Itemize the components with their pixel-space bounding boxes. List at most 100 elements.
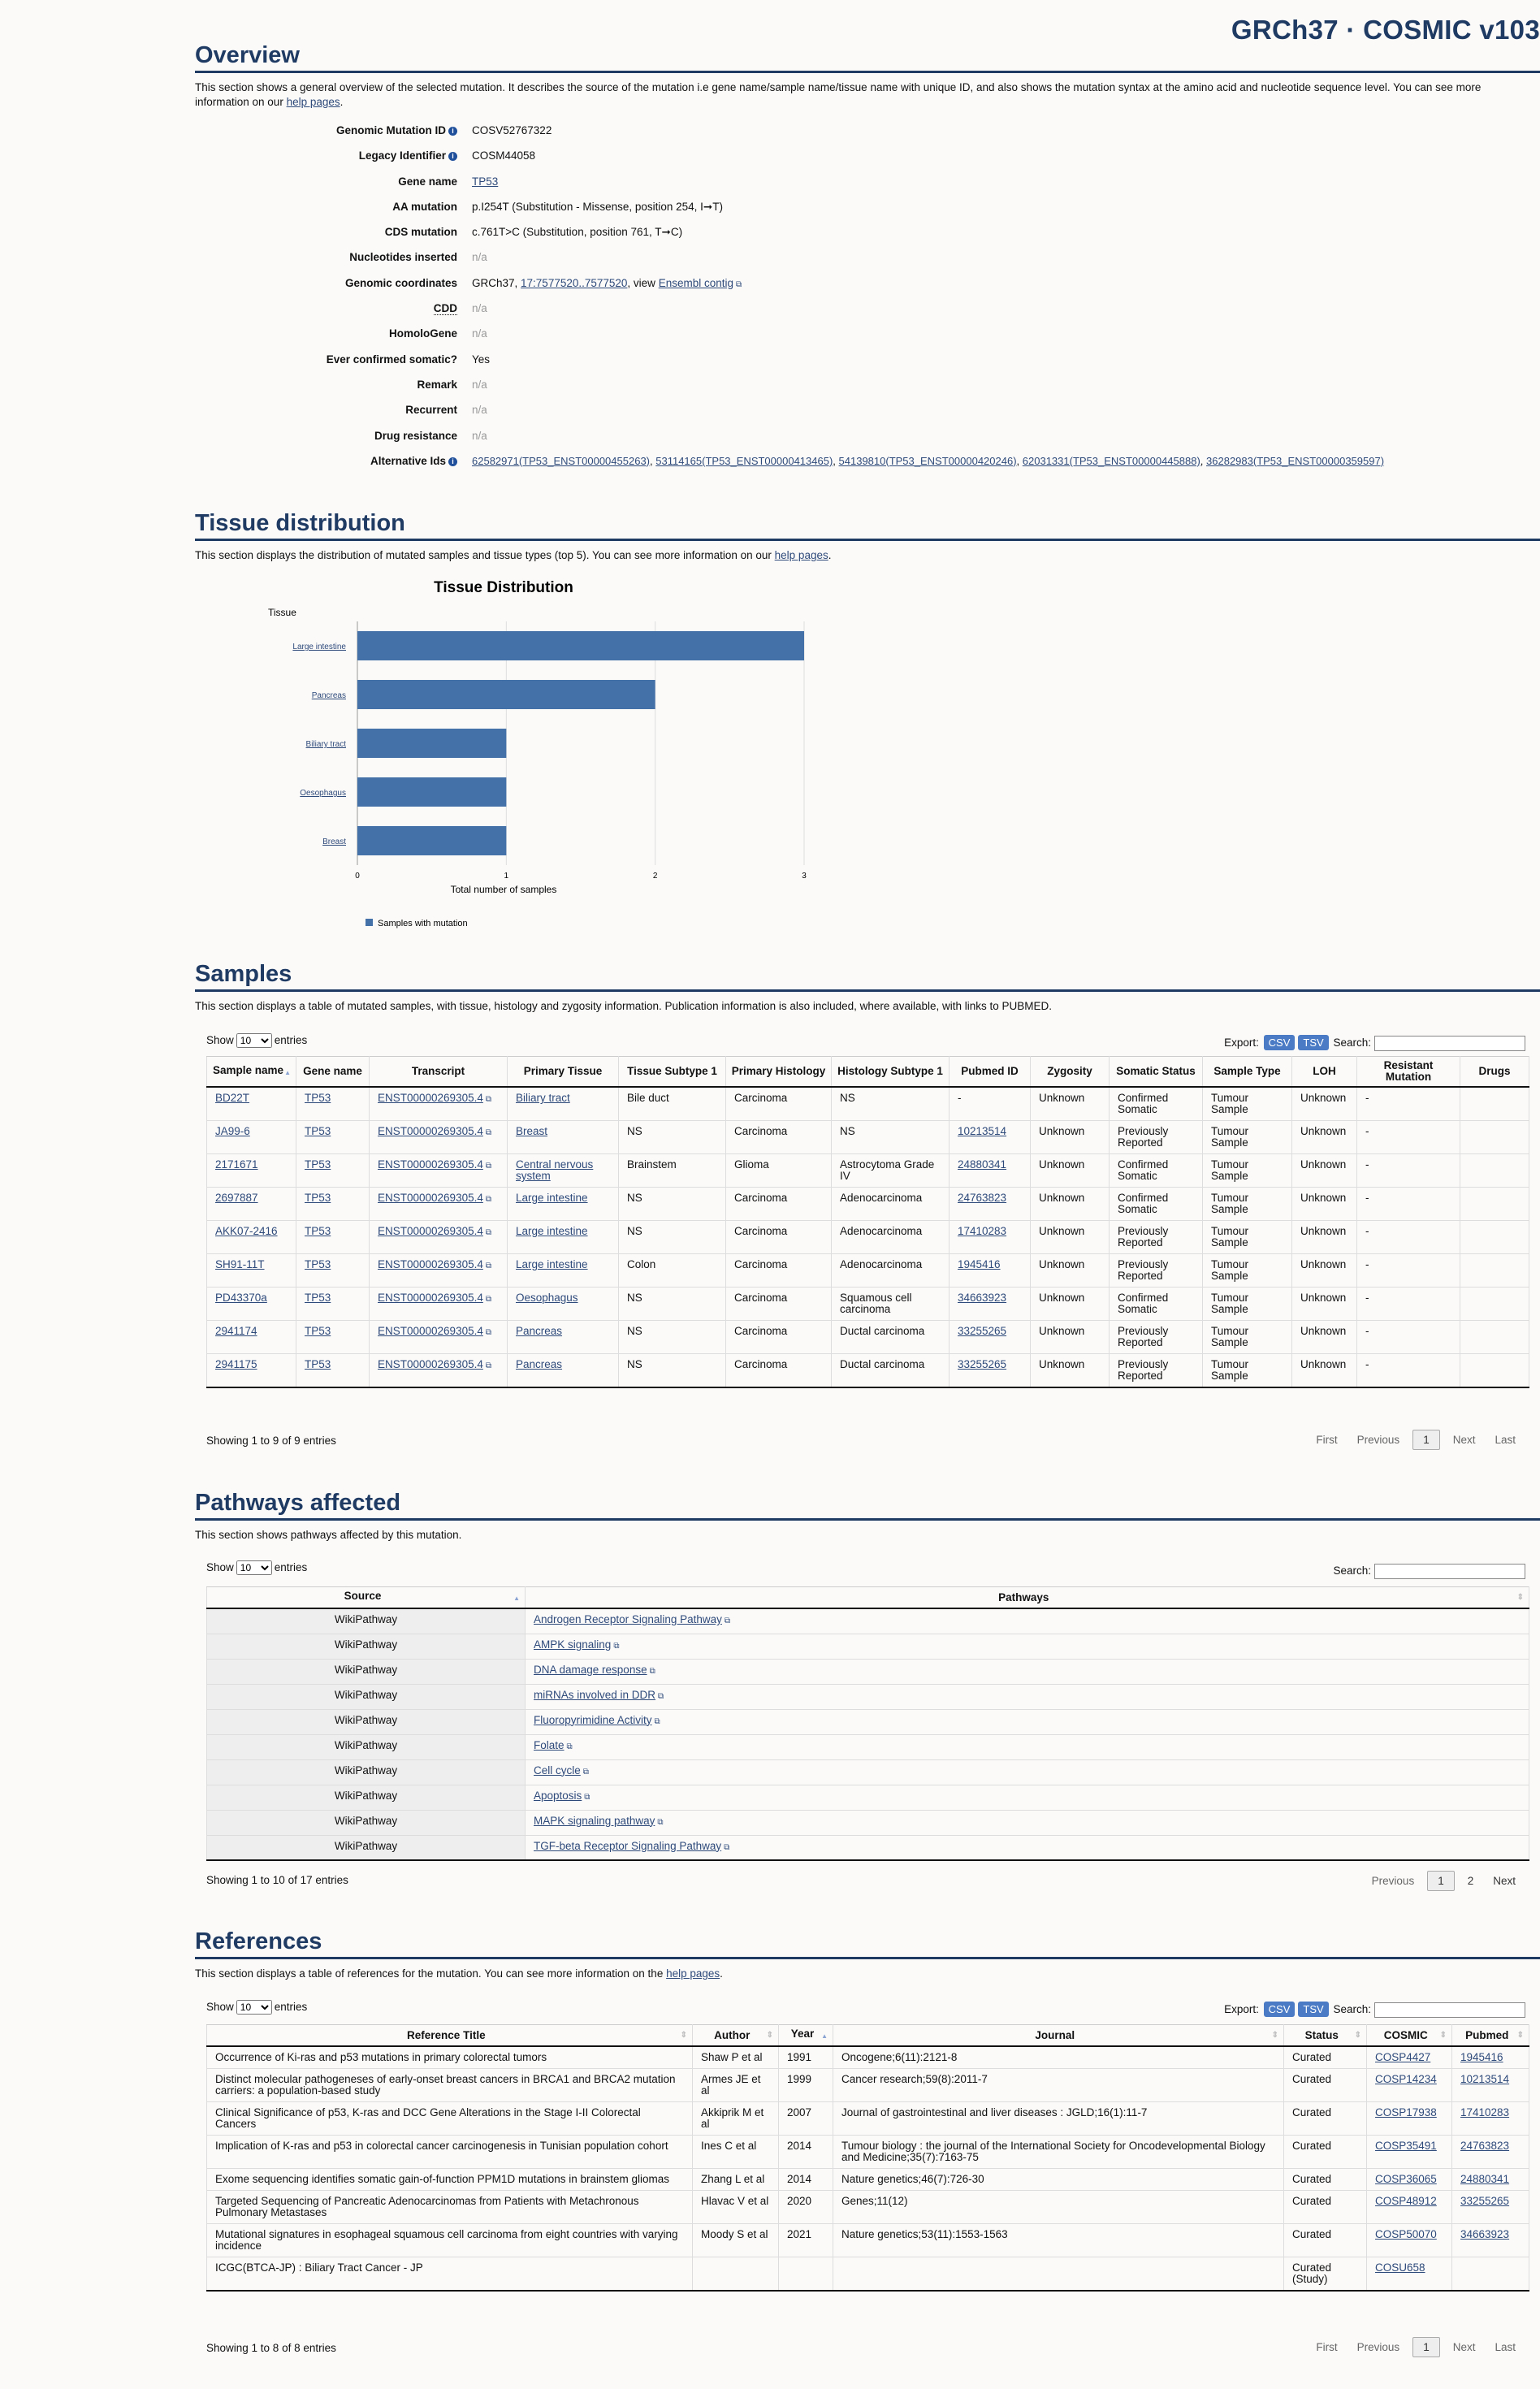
alt-id-link[interactable]: 54139810(TP53_ENST00000420246) (838, 454, 1017, 467)
cell-link[interactable]: 1945416 (1460, 2051, 1503, 2063)
references-page-size-select[interactable]: 10 (236, 2000, 272, 2015)
cell-link[interactable]: ENST00000269305.4 (378, 1092, 483, 1104)
column-header[interactable]: Sample Type (1202, 1056, 1292, 1088)
previous-page-button[interactable]: Previous (1371, 1875, 1415, 1887)
page-2-button[interactable]: 2 (1467, 1875, 1474, 1887)
column-header[interactable]: Status (1283, 2024, 1367, 2047)
cell-link[interactable]: COSU658 (1375, 2261, 1425, 2274)
info-icon[interactable]: i (448, 152, 457, 162)
column-header[interactable]: Zygosity (1030, 1056, 1110, 1088)
cell-link[interactable]: COSP14234 (1375, 2073, 1437, 2085)
column-header[interactable]: Resistant Mutation (1356, 1056, 1460, 1088)
category-label[interactable]: Large intestine (292, 643, 346, 651)
column-header[interactable]: COSMIC (1366, 2024, 1452, 2047)
last-page-button[interactable]: Last (1495, 2341, 1516, 2353)
column-header[interactable]: Journal (833, 2024, 1284, 2047)
cell-link[interactable]: 33255265 (1460, 2195, 1510, 2207)
category-label[interactable]: Pancreas (312, 691, 346, 700)
info-icon[interactable]: i (448, 457, 457, 466)
cell-link[interactable]: Oesophagus (516, 1292, 578, 1304)
pathway-link[interactable]: Apoptosis (534, 1789, 582, 1802)
alt-id-link[interactable]: 62582971(TP53_ENST00000455263) (472, 454, 651, 467)
gene-name-link[interactable]: TP53 (472, 175, 499, 188)
column-header[interactable]: Primary Histology (725, 1056, 832, 1088)
pathway-link[interactable]: miRNAs involved in DDR (534, 1688, 656, 1701)
legend-label[interactable]: Samples with mutation (378, 919, 468, 928)
cell-link[interactable]: ENST00000269305.4 (378, 1192, 483, 1204)
pathway-link[interactable]: Fluoropyrimidine Activity (534, 1713, 652, 1726)
last-page-button[interactable]: Last (1495, 1434, 1516, 1446)
alt-id-link[interactable]: 62031331(TP53_ENST00000445888) (1022, 454, 1200, 467)
column-header[interactable]: Year (778, 2024, 833, 2047)
pathway-link[interactable]: AMPK signaling (534, 1638, 612, 1651)
column-header[interactable]: Pubmed (1451, 2024, 1529, 2047)
cell-link[interactable]: 24763823 (1460, 2140, 1510, 2152)
tissue-help-link[interactable]: help pages (774, 549, 828, 561)
column-header[interactable]: Drugs (1460, 1056, 1529, 1088)
column-header[interactable]: Source (206, 1586, 526, 1609)
cell-link[interactable]: COSP35491 (1375, 2140, 1437, 2152)
page-1-button[interactable]: 1 (1427, 1871, 1455, 1891)
samples-page-size-select[interactable]: 10 (236, 1033, 272, 1048)
cell-link[interactable]: TP53 (305, 1292, 331, 1304)
cell-link[interactable]: ENST00000269305.4 (378, 1225, 483, 1237)
bar[interactable] (357, 729, 507, 758)
column-header[interactable]: LOH (1291, 1056, 1357, 1088)
column-header[interactable]: Pathways (525, 1586, 1529, 1609)
cell-link[interactable]: 33255265 (958, 1358, 1007, 1370)
cell-link[interactable]: 24763823 (958, 1192, 1007, 1204)
pathway-link[interactable]: Androgen Receptor Signaling Pathway (534, 1613, 722, 1625)
next-page-button[interactable]: Next (1452, 2341, 1476, 2353)
cell-link[interactable]: BD22T (215, 1092, 250, 1104)
cell-link[interactable]: Large intestine (516, 1192, 588, 1204)
cell-link[interactable]: TP53 (305, 1325, 331, 1337)
column-header[interactable]: Pubmed ID (949, 1056, 1031, 1088)
cell-link[interactable]: 33255265 (958, 1325, 1007, 1337)
column-header[interactable]: Primary Tissue (507, 1056, 619, 1088)
info-icon[interactable]: i (448, 127, 457, 136)
category-label[interactable]: Biliary tract (306, 740, 347, 749)
cell-link[interactable]: COSP48912 (1375, 2195, 1437, 2207)
cell-link[interactable]: Large intestine (516, 1225, 588, 1237)
first-page-button[interactable]: First (1316, 2341, 1338, 2353)
column-header[interactable]: Reference Title (206, 2024, 693, 2047)
column-header[interactable]: Gene name (296, 1056, 370, 1088)
pathway-link[interactable]: MAPK signaling pathway (534, 1814, 655, 1827)
column-header[interactable]: Tissue Subtype 1 (618, 1056, 726, 1088)
previous-page-button[interactable]: Previous (1356, 2341, 1400, 2353)
references-help-link[interactable]: help pages (666, 1967, 720, 1980)
bar[interactable] (357, 826, 507, 855)
ensembl-contig-link[interactable]: Ensembl contig (658, 276, 733, 289)
cell-link[interactable]: AKK07-2416 (215, 1225, 278, 1237)
cell-link[interactable]: ENST00000269305.4 (378, 1358, 483, 1370)
pathways-page-size-select[interactable]: 10 (236, 1560, 272, 1575)
column-header[interactable]: Transcript (369, 1056, 508, 1088)
cell-link[interactable]: 2941175 (215, 1358, 257, 1370)
cell-link[interactable]: 24880341 (958, 1158, 1007, 1171)
bar[interactable] (357, 777, 507, 807)
category-label[interactable]: Breast (322, 837, 346, 846)
alt-id-link[interactable]: 53114165(TP53_ENST00000413465) (655, 454, 833, 467)
cell-link[interactable]: COSP36065 (1375, 2173, 1437, 2185)
bar[interactable] (357, 631, 804, 660)
cell-link[interactable]: JA99-6 (215, 1125, 250, 1137)
column-header[interactable]: Sample name (206, 1056, 296, 1088)
cell-link[interactable]: COSP17938 (1375, 2106, 1437, 2119)
samples-search-input[interactable] (1374, 1035, 1525, 1051)
references-search-input[interactable] (1374, 2002, 1525, 2018)
pathway-link[interactable]: Folate (534, 1738, 565, 1751)
cell-link[interactable]: 2941174 (215, 1325, 257, 1337)
export-tsv-button[interactable]: TSV (1298, 2002, 1329, 2017)
cell-link[interactable]: Large intestine (516, 1258, 588, 1270)
pathway-link[interactable]: Cell cycle (534, 1764, 581, 1777)
cell-link[interactable]: COSP4427 (1375, 2051, 1431, 2063)
cell-link[interactable]: 17410283 (1460, 2106, 1510, 2119)
previous-page-button[interactable]: Previous (1356, 1434, 1400, 1446)
cell-link[interactable]: Biliary tract (516, 1092, 570, 1104)
cell-link[interactable]: TP53 (305, 1258, 331, 1270)
cell-link[interactable]: 10213514 (958, 1125, 1007, 1137)
page-1-button[interactable]: 1 (1412, 1430, 1440, 1450)
alt-id-link[interactable]: 36282983(TP53_ENST00000359597) (1206, 454, 1385, 467)
overview-help-link[interactable]: help pages (286, 96, 340, 108)
cell-link[interactable]: ENST00000269305.4 (378, 1325, 483, 1337)
